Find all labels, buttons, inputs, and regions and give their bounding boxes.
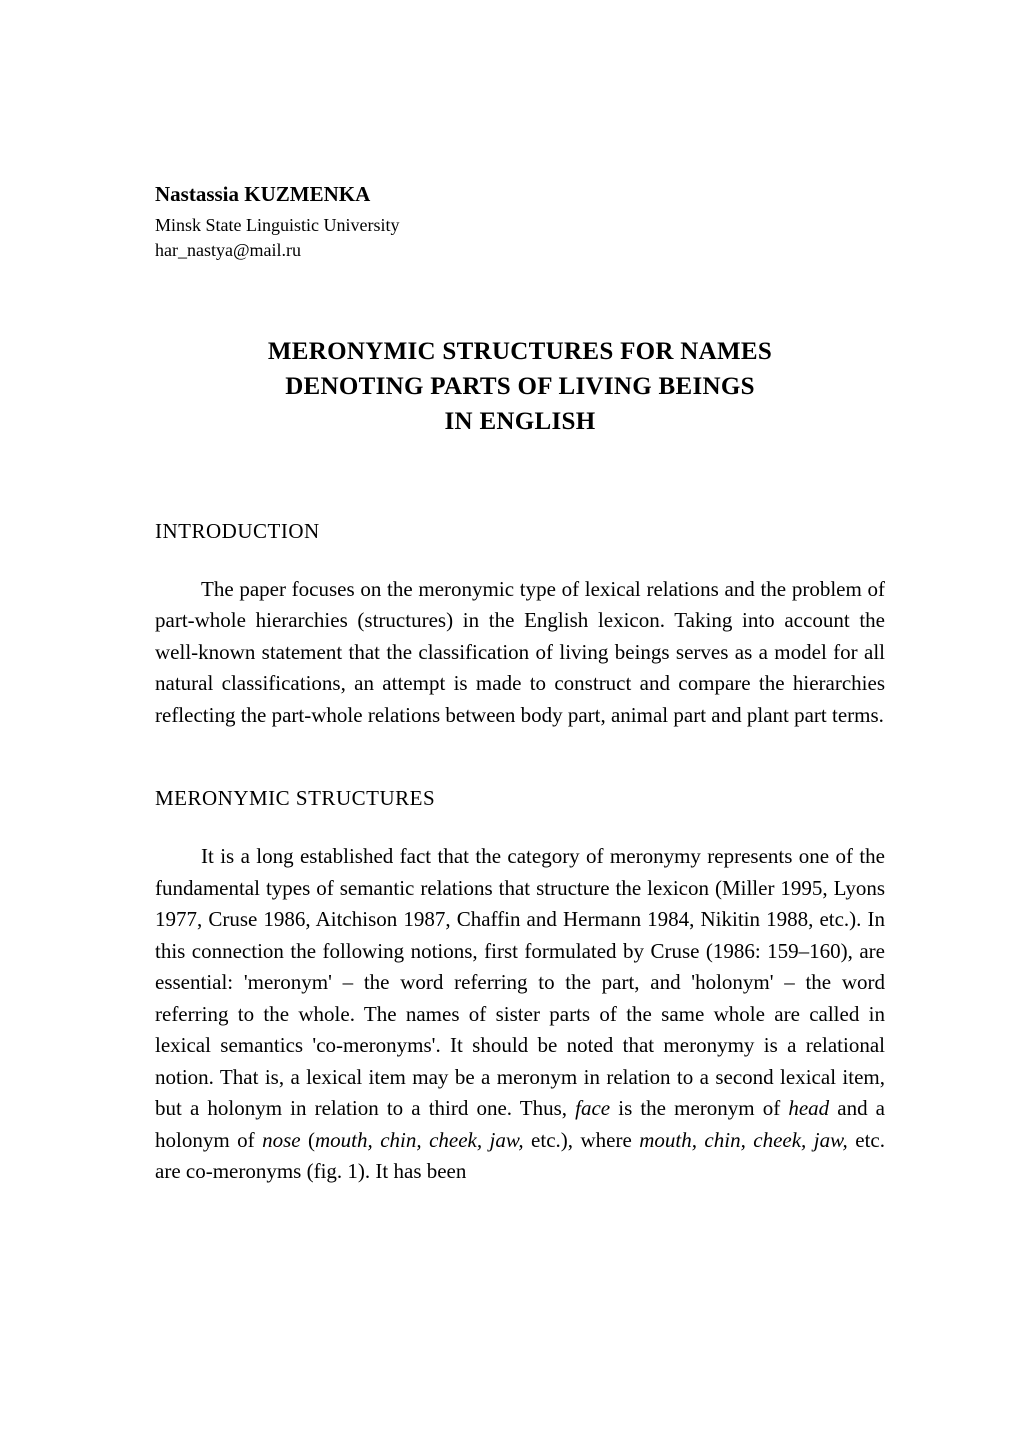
author-name: Nastassia KUZMENKA	[155, 180, 885, 209]
section-heading-introduction: INTRODUCTION	[155, 519, 885, 544]
title-line-2: DENOTING PARTS OF LIVING BEINGS	[155, 369, 885, 404]
section-heading-meronymic: MERONYMIC STRUCTURES	[155, 786, 885, 811]
author-block: Nastassia KUZMENKA Minsk State Linguisti…	[155, 180, 885, 262]
section-body-meronymic: It is a long established fact that the c…	[155, 841, 885, 1188]
title-line-3: IN ENGLISH	[155, 404, 885, 439]
author-email: har_nastya@mail.ru	[155, 238, 885, 262]
section-introduction: INTRODUCTION The paper focuses on the me…	[155, 519, 885, 732]
title-line-1: MERONYMIC STRUCTURES FOR NAMES	[155, 334, 885, 369]
section-body-introduction: The paper focuses on the meronymic type …	[155, 574, 885, 732]
paper-title: MERONYMIC STRUCTURES FOR NAMES DENOTING …	[155, 334, 885, 439]
section-meronymic-structures: MERONYMIC STRUCTURES It is a long establ…	[155, 786, 885, 1188]
author-affiliation: Minsk State Linguistic University	[155, 213, 885, 237]
